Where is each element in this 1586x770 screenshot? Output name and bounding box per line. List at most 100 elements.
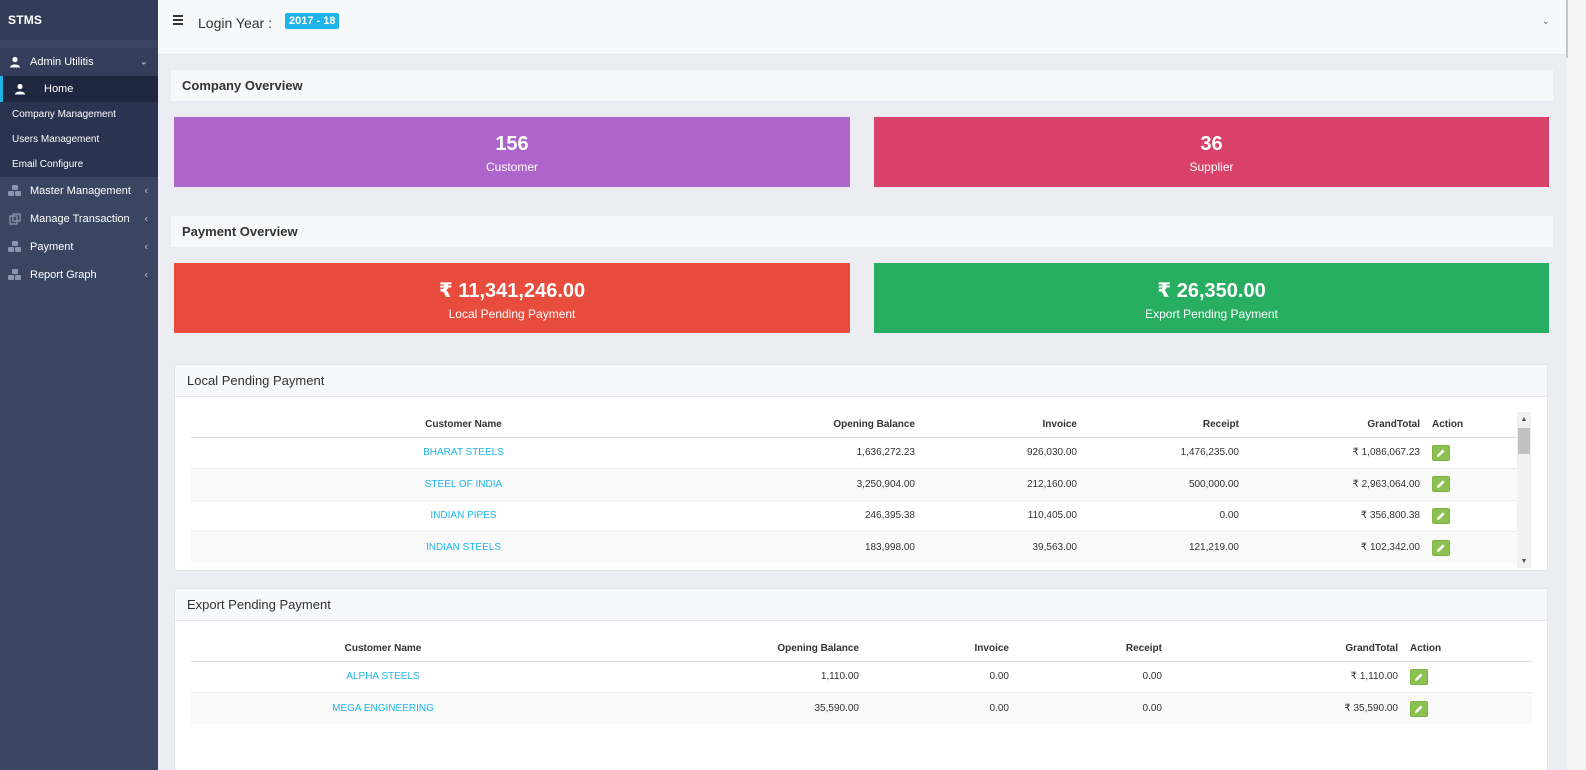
receipt-cell: 0.00 xyxy=(1017,692,1170,724)
edit-button[interactable] xyxy=(1410,700,1428,717)
pencil-icon xyxy=(1415,704,1423,713)
sidebar-item-users-management[interactable]: Users Management xyxy=(12,134,100,145)
opening-balance-cell: 35,590.00 xyxy=(575,692,867,724)
chevron-left-icon: ‹ xyxy=(144,185,148,197)
sidebar-nav: Admin Utilitis ⌄ Home Company Management… xyxy=(0,40,158,289)
opening-balance-cell: 1,636,272.23 xyxy=(736,436,923,469)
sidebar-item-payment[interactable]: Payment ‹ xyxy=(0,233,158,261)
export-table-wrapper: Customer Name Opening Balance Invoice Re… xyxy=(191,636,1532,724)
opening-balance-cell: 1,110.00 xyxy=(575,660,867,693)
chevron-left-icon: ‹ xyxy=(144,213,148,225)
sidebar-item-report-graph[interactable]: Report Graph ‹ xyxy=(0,261,158,289)
invoice-cell: 212,160.00 xyxy=(923,468,1085,500)
pencil-icon xyxy=(1437,543,1445,552)
edit-button[interactable] xyxy=(1410,668,1428,685)
col-opening-balance[interactable]: Opening Balance xyxy=(736,412,923,438)
receipt-cell: 0.00 xyxy=(1085,499,1247,532)
local-pending-amount: ₹ 11,341,246.00 xyxy=(438,280,586,302)
opening-balance-cell: 246,395.38 xyxy=(736,499,923,532)
col-customer-name[interactable]: Customer Name xyxy=(191,636,575,662)
scrollbar-thumb[interactable] xyxy=(1518,428,1530,454)
sidebar-item-label: Admin Utilitis xyxy=(30,56,94,68)
export-pending-panel-title: Export Pending Payment xyxy=(175,589,1547,621)
col-invoice[interactable]: Invoice xyxy=(923,412,1085,438)
col-receipt[interactable]: Receipt xyxy=(1085,412,1247,438)
col-invoice[interactable]: Invoice xyxy=(867,636,1017,662)
brand-logo[interactable]: STMS xyxy=(0,0,158,40)
scrollbar-thumb[interactable] xyxy=(1566,0,1568,58)
customer-link[interactable]: MEGA ENGINEERING xyxy=(332,703,434,714)
chevron-down-icon[interactable]: ⌄ xyxy=(1541,16,1550,27)
chevron-down-icon: ⌄ xyxy=(139,56,148,68)
cubes-icon xyxy=(8,240,22,254)
local-pending-table: Customer Name Opening Balance Invoice Re… xyxy=(191,412,1518,563)
copy-icon xyxy=(8,212,22,226)
col-opening-balance[interactable]: Opening Balance xyxy=(575,636,867,662)
export-pending-label: Export Pending Payment xyxy=(1145,307,1278,321)
user-icon xyxy=(14,82,28,96)
invoice-cell: 39,563.00 xyxy=(923,531,1085,563)
customer-link[interactable]: INDIAN STEELS xyxy=(425,542,502,553)
sidebar-item-label: Manage Transaction xyxy=(30,213,130,225)
col-customer-name[interactable]: Customer Name xyxy=(191,412,736,438)
hamburger-icon[interactable] xyxy=(173,15,183,27)
customer-link[interactable]: STEEL OF INDIA xyxy=(424,478,503,490)
customer-link[interactable]: BHARAT STEELS xyxy=(423,447,504,459)
local-pending-label: Local Pending Payment xyxy=(448,307,576,321)
invoice-cell: 0.00 xyxy=(867,660,1017,693)
table-header-row: Customer Name Opening Balance Invoice Re… xyxy=(191,412,1518,438)
invoice-cell: 0.00 xyxy=(867,692,1017,724)
sidebar-item-home[interactable]: Home xyxy=(0,76,158,102)
sidebar-item-manage-transaction[interactable]: Manage Transaction ‹ xyxy=(0,205,158,233)
customer-link[interactable]: INDIAN PIPES xyxy=(430,510,497,522)
invoice-cell: 110,405.00 xyxy=(923,499,1085,532)
pencil-icon xyxy=(1437,512,1445,520)
sidebar-item-label: Payment xyxy=(30,241,74,253)
sidebar-item-master-management[interactable]: Master Management ‹ xyxy=(0,177,158,205)
grand-total-cell: ₹ 2,963,064.00 xyxy=(1247,468,1428,500)
edit-button[interactable] xyxy=(1432,507,1450,524)
chevron-left-icon: ‹ xyxy=(144,241,148,253)
chevron-left-icon: ‹ xyxy=(144,269,148,281)
scroll-up-icon[interactable]: ▲ xyxy=(1520,415,1528,423)
col-action: Action xyxy=(1428,412,1518,438)
pencil-icon xyxy=(1415,673,1423,681)
sidebar-item-label: Home xyxy=(44,83,74,95)
table-row: INDIAN PIPES 246,395.38 110,405.00 0.00 … xyxy=(191,499,1518,532)
edit-button[interactable] xyxy=(1432,444,1450,461)
export-pending-panel: Export Pending Payment Customer Name Ope… xyxy=(174,588,1548,770)
edit-button[interactable] xyxy=(1432,539,1450,556)
page-scrollbar[interactable] xyxy=(1566,0,1586,770)
local-table-wrapper: Customer Name Opening Balance Invoice Re… xyxy=(191,412,1518,564)
edit-button[interactable] xyxy=(1432,476,1450,493)
company-overview-title: Company Overview xyxy=(171,70,1553,101)
customer-stat-box[interactable]: 156 Customer xyxy=(174,117,850,187)
export-pending-amount: ₹ 26,350.00 xyxy=(1157,280,1266,302)
local-table-scrollbar[interactable]: ▲ ▼ xyxy=(1517,412,1531,568)
col-grand-total[interactable]: GrandTotal xyxy=(1170,636,1406,662)
payment-overview-title: Payment Overview xyxy=(171,216,1553,247)
opening-balance-cell: 3,250,904.00 xyxy=(736,468,923,500)
sidebar-item-admin-utilitis[interactable]: Admin Utilitis ⌄ xyxy=(0,48,158,76)
login-year-label: Login Year : xyxy=(198,15,272,31)
user-icon xyxy=(8,55,22,69)
col-receipt[interactable]: Receipt xyxy=(1017,636,1170,662)
sidebar-item-email-configure[interactable]: Email Configure xyxy=(12,159,84,170)
grand-total-cell: ₹ 1,086,067.23 xyxy=(1247,436,1428,469)
export-pending-table: Customer Name Opening Balance Invoice Re… xyxy=(191,636,1532,724)
login-year-badge: 2017 - 18 xyxy=(285,13,340,29)
receipt-cell: 1,476,235.00 xyxy=(1085,436,1247,469)
topbar: Login Year : 2017 - 18 ⌄ xyxy=(158,0,1566,55)
scroll-down-icon[interactable]: ▼ xyxy=(1520,557,1528,565)
export-pending-stat-box[interactable]: ₹ 26,350.00 Export Pending Payment xyxy=(874,263,1549,333)
grand-total-cell: ₹ 35,590.00 xyxy=(1170,692,1406,724)
sidebar-item-company-management[interactable]: Company Management xyxy=(12,109,116,120)
customer-link[interactable]: ALPHA STEELS xyxy=(346,671,420,683)
cubes-icon xyxy=(8,268,22,282)
customer-count: 156 xyxy=(495,133,529,155)
supplier-stat-box[interactable]: 36 Supplier xyxy=(874,117,1549,187)
local-pending-stat-box[interactable]: ₹ 11,341,246.00 Local Pending Payment xyxy=(174,263,850,333)
col-grand-total[interactable]: GrandTotal xyxy=(1247,412,1428,438)
table-row: STEEL OF INDIA 3,250,904.00 212,160.00 5… xyxy=(191,468,1518,500)
pencil-icon xyxy=(1437,449,1445,457)
